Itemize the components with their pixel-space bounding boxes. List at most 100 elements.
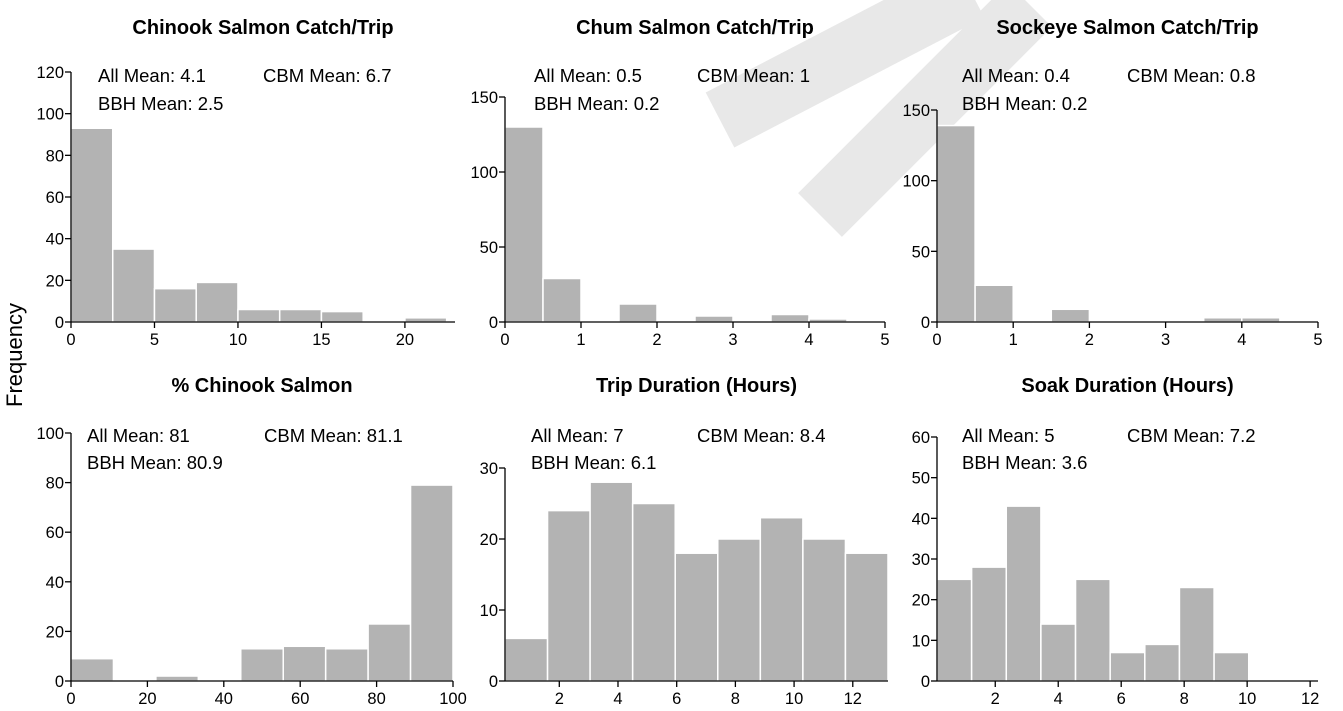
- y-tick-label: 150: [470, 89, 498, 107]
- histogram-bar: [70, 127, 114, 323]
- histogram-bar: [320, 310, 364, 323]
- histogram-bar: [717, 538, 762, 682]
- histogram-bar: [589, 481, 634, 682]
- watermark: [705, 0, 985, 148]
- x-tick-label: 0: [66, 690, 75, 708]
- y-tick-label: 120: [36, 64, 64, 82]
- stat-annotation: BBH Mean: 2.5: [98, 93, 223, 114]
- x-tick-label: 3: [728, 331, 737, 349]
- y-tick-label: 0: [55, 314, 64, 332]
- y-tick-label: 80: [46, 475, 64, 493]
- chart-panel: Trip Duration (Hours) All Mean: 7 CBM Mean…: [480, 375, 889, 708]
- y-tick-label: 30: [912, 551, 930, 569]
- histogram-bar: [324, 648, 369, 682]
- panel-title: Chinook Salmon Catch/Trip: [132, 17, 393, 39]
- stat-annotation: BBH Mean: 6.1: [531, 452, 656, 473]
- x-tick-label: 4: [804, 331, 813, 349]
- x-tick-label: 10: [785, 690, 803, 708]
- panel-title: Soak Duration (Hours): [1021, 375, 1233, 397]
- stat-annotation: CBM Mean: 1: [697, 65, 810, 86]
- x-tick-label: 0: [500, 331, 509, 349]
- y-tick-label: 20: [912, 592, 930, 610]
- x-tick-label: 1: [576, 331, 585, 349]
- y-tick-label: 0: [489, 673, 498, 691]
- stat-annotation: BBH Mean: 0.2: [962, 93, 1087, 114]
- histogram-bar: [237, 308, 281, 323]
- histogram-bar: [1040, 623, 1077, 682]
- histogram-bar: [278, 308, 323, 323]
- histogram-bar: [367, 623, 412, 682]
- x-tick-label: 10: [229, 331, 247, 349]
- stat-annotation: CBM Mean: 8.4: [697, 425, 826, 446]
- histogram-bar: [153, 287, 197, 323]
- y-tick-label: 100: [36, 106, 64, 124]
- panel-title: Chum Salmon Catch/Trip: [576, 17, 814, 39]
- y-axis-label: Frequency: [2, 303, 27, 407]
- histogram-bar: [970, 566, 1008, 682]
- stat-annotation: BBH Mean: 0.2: [534, 93, 659, 114]
- histogram-bar: [1074, 578, 1111, 682]
- x-tick-label: 15: [312, 331, 330, 349]
- stat-annotation: All Mean: 4.1: [98, 65, 206, 86]
- x-tick-label: 8: [731, 690, 740, 708]
- stat-annotation: CBM Mean: 6.7: [263, 65, 392, 86]
- y-tick-label: 100: [470, 164, 498, 182]
- histogram-bar: [111, 248, 156, 323]
- histogram-bar: [1213, 651, 1250, 682]
- panel-title: Sockeye Salmon Catch/Trip: [996, 17, 1258, 39]
- histogram-bar: [770, 313, 810, 323]
- y-tick-label: 20: [46, 623, 64, 641]
- histogram-bar: [70, 657, 115, 682]
- chart-panel: Chum Salmon Catch/Trip All Mean: 0.5 CBM M…: [470, 17, 889, 349]
- y-tick-label: 40: [912, 510, 930, 528]
- histogram-bar: [802, 538, 847, 682]
- x-tick-label: 3: [1161, 331, 1170, 349]
- histogram-bar: [1144, 643, 1181, 682]
- chart-panel: Sockeye Salmon Catch/Trip All Mean: 0.4 CB…: [902, 17, 1322, 349]
- y-tick-label: 10: [912, 632, 930, 650]
- histogram-bar: [936, 124, 976, 323]
- y-tick-label: 150: [902, 102, 930, 120]
- panel-title: Trip Duration (Hours): [596, 375, 797, 397]
- y-tick-label: 80: [46, 147, 64, 165]
- chart-panel: % Chinook Salmon All Mean: 81 CBM Mean: 81…: [36, 375, 466, 708]
- y-tick-label: 50: [480, 239, 498, 257]
- histogram-bar: [631, 502, 676, 682]
- stat-annotation: CBM Mean: 7.2: [1127, 425, 1256, 446]
- histogram-bar: [240, 648, 284, 682]
- stat-annotation: All Mean: 7: [531, 425, 624, 446]
- histogram-bar: [674, 552, 719, 682]
- histogram-bar: [1050, 308, 1091, 323]
- x-tick-label: 5: [150, 331, 159, 349]
- y-tick-label: 0: [55, 673, 64, 691]
- y-tick-label: 10: [480, 602, 498, 620]
- histogram-bar: [409, 484, 454, 682]
- histogram-bar: [155, 675, 200, 682]
- y-tick-label: 20: [46, 272, 64, 290]
- stat-annotation: All Mean: 81: [87, 425, 190, 446]
- y-tick-label: 40: [46, 231, 64, 249]
- x-tick-label: 5: [1313, 331, 1322, 349]
- x-tick-label: 12: [1301, 690, 1319, 708]
- watermark: [798, 0, 1052, 237]
- x-tick-label: 2: [555, 690, 564, 708]
- histogram-bar: [936, 578, 973, 682]
- x-tick-label: 1: [1009, 331, 1018, 349]
- stat-annotation: CBM Mean: 0.8: [1127, 65, 1256, 86]
- x-tick-label: 2: [652, 331, 661, 349]
- y-tick-label: 60: [46, 524, 64, 542]
- x-tick-label: 2: [1085, 331, 1094, 349]
- histogram-bar: [504, 637, 549, 682]
- histogram-bar: [974, 284, 1014, 323]
- histogram-bar: [844, 552, 889, 682]
- x-tick-label: 4: [613, 690, 622, 708]
- y-tick-label: 60: [46, 189, 64, 207]
- histogram-bar: [1005, 505, 1042, 682]
- y-tick-label: 100: [902, 173, 930, 191]
- y-tick-label: 50: [912, 243, 930, 261]
- y-tick-label: 20: [480, 531, 498, 549]
- x-tick-label: 20: [138, 690, 156, 708]
- x-tick-label: 0: [932, 331, 941, 349]
- x-tick-label: 8: [1180, 690, 1189, 708]
- stat-annotation: All Mean: 5: [962, 425, 1055, 446]
